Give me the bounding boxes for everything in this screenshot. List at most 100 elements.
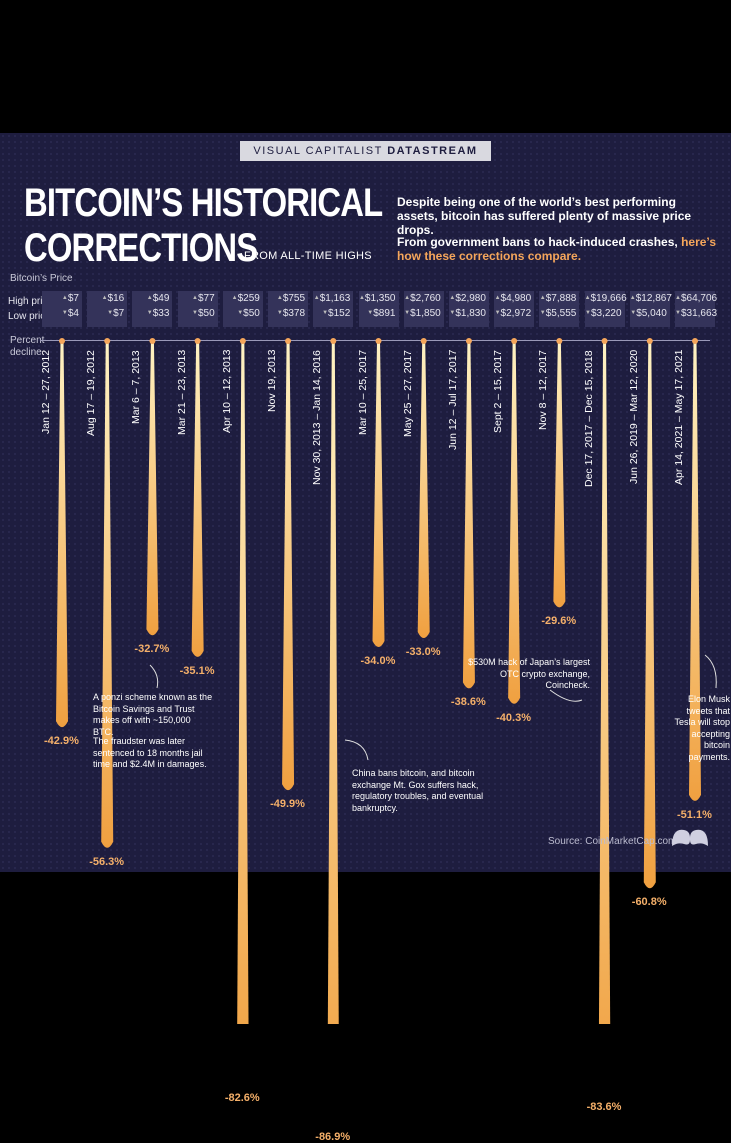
bar-14	[643, 341, 656, 889]
value-label-12: -29.6%	[541, 615, 577, 628]
bar-10	[462, 341, 475, 689]
arrow-coincheck	[549, 689, 583, 702]
low-price-12: ▼$5,555	[539, 308, 577, 319]
high-price-9: ▲$2,760	[404, 293, 441, 304]
value-label-2: -56.3%	[89, 855, 125, 868]
low-price-9: ▼$1,850	[404, 308, 441, 319]
arrow-musk	[704, 654, 717, 689]
bar-13	[598, 341, 611, 1024]
low-price-6: ▼$378	[276, 308, 306, 319]
chart-title-line1: BITCOIN’S HISTORICAL	[24, 181, 383, 225]
price-box-13: ▲$19,666 ▼$3,220	[584, 291, 627, 327]
value-label-4: -35.1%	[179, 664, 215, 677]
note-arrows	[149, 654, 717, 761]
high-price-6: ▲$755	[276, 293, 306, 304]
chart-title-line2: CORRECTIONS	[24, 226, 258, 270]
axis-dot-11	[511, 338, 518, 344]
value-label-15: -51.1%	[677, 808, 712, 821]
low-price-10: ▼$1,830	[449, 308, 486, 319]
description-2: From government bans to hack-induced cra…	[397, 235, 717, 263]
bar-5	[237, 341, 249, 1024]
percent-decline-label-1: Percent	[10, 335, 45, 346]
bar-2	[101, 341, 114, 848]
bars-svg	[56, 338, 701, 1024]
high-price-11: ▲$4,980	[494, 293, 532, 304]
description-2-prefix: From government bans to hack-induced cra…	[397, 235, 678, 249]
value-label-13: -83.6%	[586, 1101, 622, 1114]
value-label-6: -49.9%	[270, 798, 305, 811]
axis-dot-14	[646, 338, 653, 344]
price-box-8: ▲$1,350 ▼$891	[358, 291, 399, 327]
axis-dot-5	[239, 338, 246, 344]
low-price-3: ▼$33	[146, 308, 170, 319]
low-price-13: ▼$3,220	[585, 308, 622, 319]
high-price-5: ▲$259	[231, 293, 260, 304]
axis-dot-9	[420, 338, 427, 344]
low-price-label: Low price	[8, 311, 51, 322]
low-price-14: ▼$5,040	[630, 308, 667, 319]
high-price-3: ▲$49	[146, 293, 170, 304]
high-price-label: High price	[8, 296, 54, 307]
high-price-8: ▲$1,350	[358, 293, 396, 304]
bar-4	[191, 341, 204, 657]
high-price-13: ▲$19,666	[584, 293, 627, 304]
price-box-9: ▲$2,760 ▼$1,850	[403, 291, 444, 327]
arrow-ponzi	[149, 664, 159, 689]
high-price-2: ▲$16	[101, 293, 125, 304]
axis-dot-1	[59, 338, 65, 344]
low-price-4: ▼$50	[192, 308, 215, 319]
arrow-china	[344, 739, 369, 761]
high-price-12: ▲$7,888	[539, 293, 577, 304]
price-box-3: ▲$49 ▼$33	[132, 291, 173, 327]
price-box-11: ▲$4,980 ▼$2,972	[494, 291, 535, 327]
bar-9	[417, 341, 430, 638]
axis-dot-10	[465, 338, 472, 344]
bar-3	[146, 341, 159, 636]
price-box-2: ▲$16 ▼$7	[87, 291, 128, 327]
low-price-2: ▼$7	[107, 308, 125, 319]
low-price-1: ▼$4	[61, 308, 79, 319]
value-label-9: -33.0%	[405, 646, 441, 658]
axis-line	[40, 340, 710, 341]
axis-dot-7	[330, 338, 337, 344]
high-price-7: ▲$1,163	[313, 293, 351, 304]
price-box-12: ▲$7,888 ▼$5,555	[539, 291, 580, 327]
axis-dot-6	[285, 338, 292, 344]
axis-dot-15	[692, 338, 698, 344]
chart-subtitle: FROM ALL-TIME HIGHS	[244, 250, 372, 262]
price-box-6: ▲$755 ▼$378	[268, 291, 309, 327]
note-musk: Elon Musk tweets that Tesla will stop ac…	[674, 694, 730, 762]
bar-11	[508, 341, 521, 704]
value-label-11: -40.3%	[496, 711, 531, 724]
description-1: Despite being one of the world’s best pe…	[397, 195, 692, 237]
value-label-14: -60.8%	[631, 896, 667, 909]
value-label-1: -42.9%	[44, 735, 79, 748]
low-price-5: ▼$50	[237, 308, 260, 319]
value-label-7: -86.9%	[315, 1131, 351, 1143]
infographic-panel	[0, 133, 731, 872]
low-price-8: ▼$891	[367, 308, 396, 319]
bar-15	[689, 341, 701, 801]
price-box-15: ▲$64,706 ▼$31,663	[675, 291, 717, 327]
bar-1	[56, 341, 68, 728]
brand-bar: VISUAL CAPITALIST DATASTREAM	[240, 141, 491, 161]
bar-7	[327, 341, 339, 1024]
axis-dot-13	[601, 338, 608, 344]
high-price-4: ▲$77	[192, 293, 215, 304]
price-box-1: ▲$7 ▼$4	[42, 291, 82, 327]
axis-dot-8	[375, 338, 382, 344]
price-box-14: ▲$12,867 ▼$5,040	[629, 291, 672, 327]
note-china: China bans bitcoin, and bitcoin exchange…	[352, 768, 484, 813]
low-price-11: ▼$2,972	[494, 308, 532, 319]
high-price-1: ▲$7	[61, 293, 79, 304]
note-ponzi-sentence: The fraudster was later sentenced to 18 …	[93, 736, 207, 769]
price-box-10: ▲$2,980 ▼$1,830	[448, 291, 489, 327]
value-label-5: -82.6%	[224, 1092, 260, 1105]
high-price-14: ▲$12,867	[629, 293, 672, 304]
axis-dot-3	[149, 338, 156, 344]
axis-dot-12	[556, 338, 563, 344]
brand-prefix: VISUAL CAPITALIST	[253, 145, 383, 157]
bar-12	[553, 341, 566, 608]
description-2-highlight: here’s how these corrections compare.	[397, 235, 716, 263]
value-label-3: -32.7%	[134, 643, 170, 656]
